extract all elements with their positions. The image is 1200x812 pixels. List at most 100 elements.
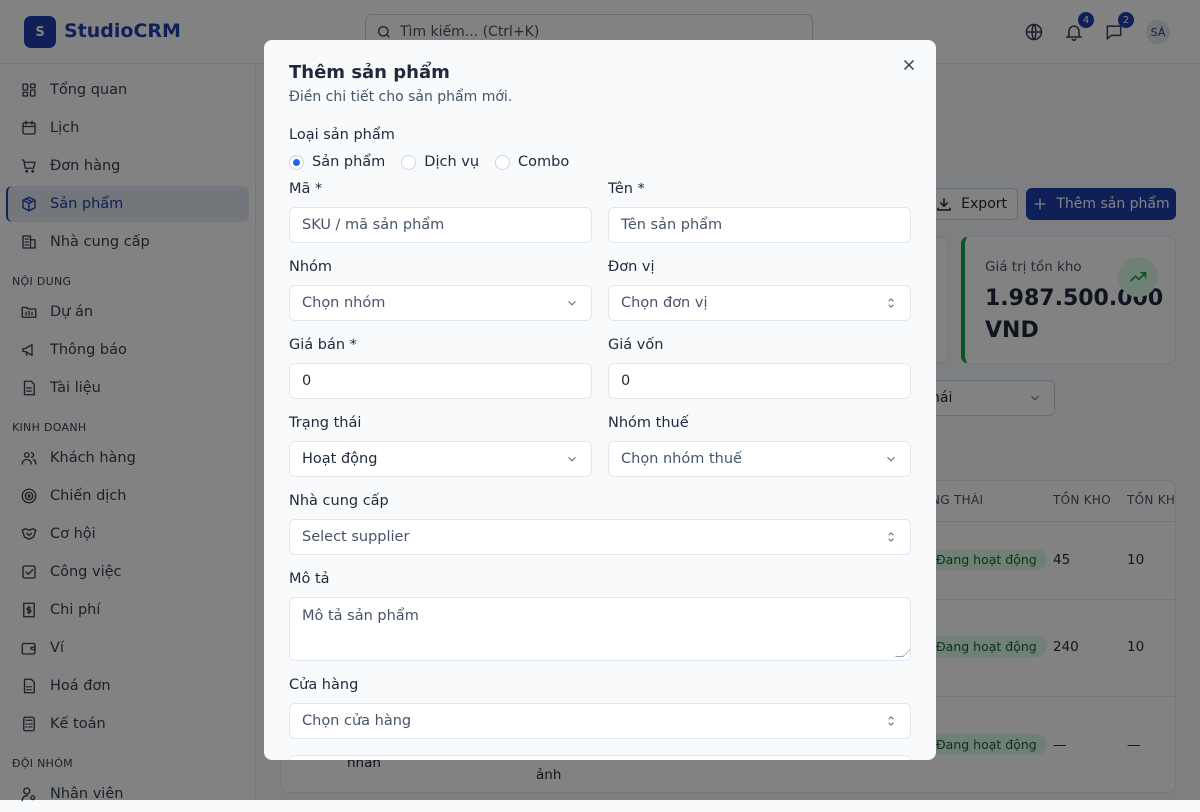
folder-icon <box>21 306 37 318</box>
group-select[interactable]: Chọn nhóm <box>289 285 592 321</box>
cost-input[interactable]: 0 <box>608 363 911 399</box>
globe-icon[interactable] <box>1024 22 1044 42</box>
unit-select[interactable]: Chọn đơn vị <box>608 285 911 321</box>
unit-label: Đơn vị <box>608 259 655 275</box>
code-input[interactable]: SKU / mã sản phẩm <box>289 207 592 243</box>
radio-button[interactable] <box>401 154 417 170</box>
cost-label: Giá vốn <box>608 337 664 353</box>
sidebar-item-calendar[interactable]: Lịch <box>6 110 249 146</box>
add-product-label: Thêm sản phẩm <box>1056 196 1170 212</box>
handshake-icon <box>21 528 37 540</box>
sidebar-item-handshake[interactable]: Cơ hội <box>6 516 249 552</box>
radio-label: Combo <box>518 154 570 170</box>
stock-cell: 45 <box>1053 552 1071 568</box>
supplier-value: Select supplier <box>302 529 410 545</box>
radio-label: Sản phẩm <box>312 154 386 170</box>
stat-card-inventory-value: Giá trị tồn kho 1.987.500.000 VND <box>961 236 1176 364</box>
unit-value: Chọn đơn vị <box>621 295 708 311</box>
radio-button[interactable] <box>495 154 511 170</box>
sidebar-item-package[interactable]: Sản phẩm <box>6 186 249 222</box>
radio-button[interactable] <box>289 154 304 170</box>
column-header-stock: TỒN KHO <box>1053 493 1112 507</box>
sidebar-item-wallet[interactable]: Ví <box>6 630 249 666</box>
price-input[interactable]: 0 <box>289 363 592 399</box>
radio-service[interactable]: Dịch vụ <box>401 154 479 170</box>
sidebar-item-label: Sản phẩm <box>50 196 124 212</box>
search-placeholder: Tìm kiếm... (Ctrl+K) <box>400 24 540 40</box>
description-textarea[interactable]: Mô tả sản phẩm <box>289 597 911 661</box>
column-header-min-stock: TỒN KH <box>1127 493 1176 507</box>
store-select[interactable]: Chọn cửa hàng <box>289 703 911 739</box>
sidebar-item-users[interactable]: Khách hàng <box>6 440 249 476</box>
store-label: Cửa hàng <box>289 677 359 693</box>
cost-value: 0 <box>621 373 631 389</box>
add-product-button[interactable]: Thêm sản phẩm <box>1026 188 1176 220</box>
sidebar-item-megaphone[interactable]: Thông báo <box>6 332 249 368</box>
sidebar-item-file[interactable]: Tài liệu <box>6 370 249 406</box>
column-header-status: NG THÁI <box>931 493 984 507</box>
code-label: Mã * <box>289 181 323 197</box>
sidebar-item-label: Ví <box>50 640 64 656</box>
plus-icon <box>1035 198 1046 210</box>
chevrons-up-down-icon <box>888 532 894 542</box>
avatar[interactable]: SÁ <box>1146 20 1170 44</box>
radio-label: Dịch vụ <box>424 154 480 170</box>
checkbox-icon <box>22 565 36 579</box>
group-label: Nhóm <box>289 259 333 275</box>
sidebar-item-label: Tổng quan <box>50 82 128 98</box>
sidebar-item-dashboard[interactable]: Tổng quan <box>6 72 249 108</box>
sidebar-item-label: Tài liệu <box>50 380 101 396</box>
export-label: Export <box>961 196 1007 212</box>
sidebar-item-calculator[interactable]: Kế toán <box>6 706 249 742</box>
description-placeholder: Mô tả sản phẩm <box>302 608 419 624</box>
dialog-title: Thêm sản phẩm <box>289 62 450 83</box>
price-label: Giá bán * <box>289 337 357 353</box>
trending-up-icon <box>1118 257 1158 297</box>
sidebar-item-folder[interactable]: Dự án <box>6 294 249 330</box>
chevron-down-icon <box>887 456 895 462</box>
building-icon <box>22 235 36 249</box>
chevron-down-icon <box>568 300 576 306</box>
radio-product[interactable]: Sản phẩm <box>289 154 385 170</box>
sidebar-item-checkbox[interactable]: Công việc <box>6 554 249 590</box>
wallet-icon <box>21 642 36 655</box>
notification-badge: 4 <box>1078 12 1094 28</box>
add-product-dialog: Thêm sản phẩm Điền chi tiết cho sản phẩm… <box>264 40 936 760</box>
brand-name[interactable]: StudioCRM <box>64 20 181 42</box>
close-icon[interactable] <box>900 56 918 74</box>
status-select[interactable]: Hoạt động <box>289 441 592 477</box>
status-filter-value: hái <box>931 390 953 406</box>
chevrons-up-down-icon <box>888 716 894 726</box>
tax-select[interactable]: Chọn nhóm thuế <box>608 441 911 477</box>
min-stock-cell: 10 <box>1127 552 1145 568</box>
cart-icon <box>21 159 36 173</box>
name-placeholder: Tên sản phẩm <box>621 217 723 233</box>
stock-cell: 240 <box>1053 639 1079 655</box>
tax-value: Chọn nhóm thuế <box>621 451 742 467</box>
sidebar-item-label: Thông báo <box>50 342 127 358</box>
supplier-select[interactable]: Select supplier <box>289 519 911 555</box>
stat-value: 1.987.500.000 VND <box>985 286 1164 343</box>
sidebar: Tổng quan Lịch Đơn hàng Sản phẩm Nhà cung cấ… <box>0 64 256 802</box>
name-input[interactable]: Tên sản phẩm <box>608 207 911 243</box>
dialog-subtitle: Điền chi tiết cho sản phẩm mới. <box>289 89 513 105</box>
radio-combo[interactable]: Combo <box>495 154 569 170</box>
sidebar-section-label: KINH DOANH <box>12 421 87 434</box>
min-stock-cell: — <box>1127 737 1141 753</box>
sidebar-item-label: Nhân viên <box>50 786 124 802</box>
bell-icon[interactable] <box>1064 22 1084 42</box>
logo[interactable]: S <box>24 16 56 48</box>
status-badge: Đang hoạt động <box>926 636 1047 657</box>
sidebar-item-cart[interactable]: Đơn hàng <box>6 148 249 184</box>
sidebar-item-building[interactable]: Nhà cung cấp <box>6 224 249 260</box>
sidebar-item-invoice[interactable]: Hoá đơn <box>6 668 249 704</box>
download-icon <box>937 198 951 211</box>
sidebar-item-receipt[interactable]: Chi phí <box>6 592 249 628</box>
status-badge: Đang hoạt động <box>926 549 1047 570</box>
message-icon[interactable] <box>1104 22 1124 42</box>
chevrons-up-down-icon <box>888 298 894 308</box>
megaphone-icon <box>22 344 33 356</box>
price-value: 0 <box>302 373 312 389</box>
sidebar-item-target[interactable]: Chiến dịch <box>6 478 249 514</box>
product-type-label: Loại sản phẩm <box>289 127 395 143</box>
